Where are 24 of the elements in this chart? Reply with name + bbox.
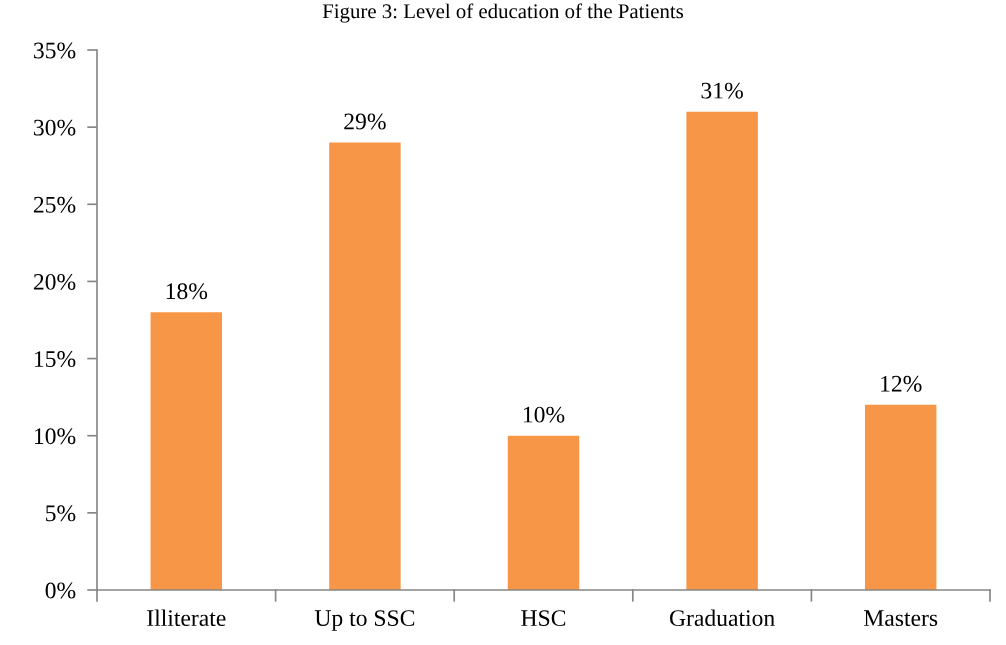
data-label: 29% [344, 113, 386, 130]
y-tick-label: 10% [34, 428, 76, 445]
bar [686, 111, 758, 590]
data-label: 31% [701, 82, 743, 99]
y-tick-label: 35% [34, 42, 76, 59]
x-tick-label: HSC [521, 610, 566, 627]
data-label: 10% [523, 406, 565, 423]
y-tick-label: 30% [34, 119, 76, 136]
bar [329, 142, 401, 590]
y-tick-label: 5% [46, 505, 76, 522]
data-label: 18% [166, 283, 208, 300]
x-tick-label: Up to SSC [314, 610, 415, 631]
chart-title: Figure 3: Level of education of the Patients [322, 3, 684, 23]
x-tick-label: Masters [864, 610, 938, 627]
data-label: 12% [881, 375, 922, 392]
x-tick-label: Graduation [669, 609, 775, 627]
y-tick-label: 25% [33, 196, 76, 213]
y-tick-label: 20% [33, 273, 76, 290]
y-tick-label: 0% [45, 582, 76, 599]
bar [507, 435, 580, 590]
bar [864, 404, 937, 590]
bar [150, 312, 223, 590]
x-tick-label: Illiterate [147, 609, 226, 627]
y-tick-label: 15% [34, 351, 76, 368]
